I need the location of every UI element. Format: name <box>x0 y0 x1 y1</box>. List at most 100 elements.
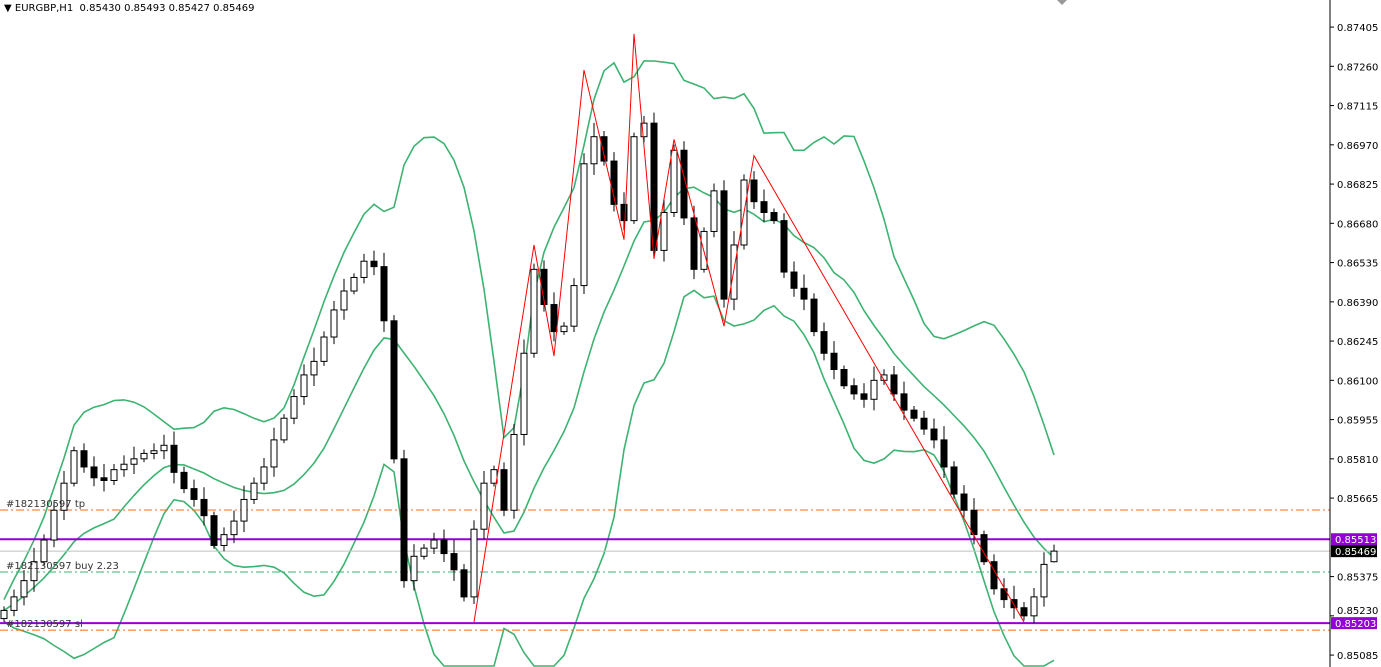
candle <box>1000 578 1008 609</box>
bear-candle-body <box>370 260 378 268</box>
bull-candle-body <box>870 379 878 400</box>
candle <box>670 144 678 218</box>
candle <box>0 606 8 622</box>
bull-candle-body <box>150 450 158 454</box>
candle <box>190 479 198 507</box>
bull-candle-body <box>1050 550 1058 563</box>
candle <box>600 131 608 166</box>
candle <box>890 365 898 402</box>
bear-candle-body <box>1000 588 1008 601</box>
candle <box>970 498 978 545</box>
candle <box>750 171 758 209</box>
candle <box>950 461 958 499</box>
y-tick-label: 0.86245 <box>1337 337 1378 348</box>
bull-candle-body <box>470 528 478 598</box>
candle <box>550 292 558 342</box>
bear-candle-body <box>860 393 868 400</box>
candle <box>120 455 128 477</box>
candle <box>40 534 48 567</box>
candle <box>1030 587 1038 623</box>
y-tick-label: 0.85955 <box>1337 416 1378 427</box>
bull-candle-body <box>710 190 718 232</box>
candles <box>0 112 1058 623</box>
bear-candle-body <box>550 304 558 333</box>
candle <box>250 477 258 504</box>
candle <box>280 414 288 444</box>
candle <box>690 205 698 280</box>
bull-candle-body <box>410 555 418 582</box>
candle <box>450 539 458 581</box>
bear-candle-body <box>170 444 178 473</box>
candle <box>810 293 818 337</box>
bull-candle-body <box>60 482 68 511</box>
ohlc-values: 0.85430 0.85493 0.85427 0.85469 <box>79 3 255 14</box>
candle <box>340 278 348 320</box>
bear-candle-body <box>960 493 968 511</box>
bull-candle-body <box>20 580 28 598</box>
price-labels: 0.85513 0.85203 0.85469 #182130597 tp #18213… <box>6 499 1377 630</box>
candle <box>200 487 208 526</box>
bull-candle-body <box>130 458 138 465</box>
bear-candle-body <box>890 374 898 395</box>
bull-candle-body <box>510 433 518 511</box>
bull-candle-body <box>280 417 288 441</box>
y-tick-label: 0.85665 <box>1337 494 1378 505</box>
y-tick-label: 0.86535 <box>1337 259 1378 270</box>
candle <box>590 122 598 175</box>
bull-candle-body <box>320 336 328 362</box>
candle <box>110 463 118 486</box>
bid-price-label-bg <box>1331 545 1377 558</box>
bear-candle-body <box>830 352 838 371</box>
candle <box>400 449 408 588</box>
candle <box>720 180 728 308</box>
bear-candle-body <box>180 471 188 490</box>
bollinger-middle-band <box>3 186 1055 612</box>
candle <box>20 570 28 606</box>
y-tick-label: 0.87115 <box>1337 102 1378 113</box>
bull-candle-body <box>0 609 8 620</box>
bear-candle-body <box>940 439 948 468</box>
candle <box>960 485 968 518</box>
bull-candle-body <box>240 498 248 522</box>
bear-candle-body <box>540 268 548 306</box>
price-axis[interactable]: 0.87405 0.87260 0.87115 0.86970 0.86825 0.866… <box>1330 23 1378 662</box>
bull-candle-body <box>430 539 438 549</box>
candle <box>710 183 718 238</box>
candle <box>860 383 868 408</box>
bull-candle-body <box>480 482 488 530</box>
candle <box>90 456 98 487</box>
shift-marker-icon[interactable] <box>1057 0 1067 5</box>
zigzag-line <box>473 33 1025 623</box>
bear-candle-body <box>650 122 658 251</box>
bear-candle-body <box>440 539 448 555</box>
candle <box>840 365 848 389</box>
bear-candle-body <box>900 393 908 411</box>
candle <box>480 471 488 539</box>
candle <box>630 132 638 224</box>
candle <box>310 347 318 386</box>
candle <box>300 364 308 406</box>
candle <box>850 378 858 400</box>
bull-candle-body <box>110 469 118 481</box>
bear-candle-body <box>190 488 198 500</box>
candle <box>640 115 648 143</box>
candle <box>680 141 688 226</box>
y-tick-label: 0.86680 <box>1337 219 1378 230</box>
candle <box>130 446 138 474</box>
menu-triangle-icon[interactable]: ▼ <box>4 3 12 14</box>
candle <box>570 278 578 333</box>
y-tick-label: 0.87405 <box>1337 23 1378 34</box>
bollinger-lower-band <box>3 289 1055 667</box>
candle <box>140 449 148 463</box>
bear-candle-body <box>820 331 828 354</box>
candle <box>760 189 768 223</box>
bear-candle-body <box>980 534 988 563</box>
chart-header: ▼ EURGBP,H1 0.85430 0.85493 0.85427 0.85… <box>4 3 255 15</box>
bull-candle-body <box>350 276 358 292</box>
bear-candle-body <box>500 469 508 511</box>
bull-candle-body <box>250 482 258 500</box>
order-sl-label: #182130597 sl <box>6 619 83 630</box>
level-price-label: 0.85203 <box>1335 619 1376 630</box>
bear-candle-body <box>810 298 818 333</box>
